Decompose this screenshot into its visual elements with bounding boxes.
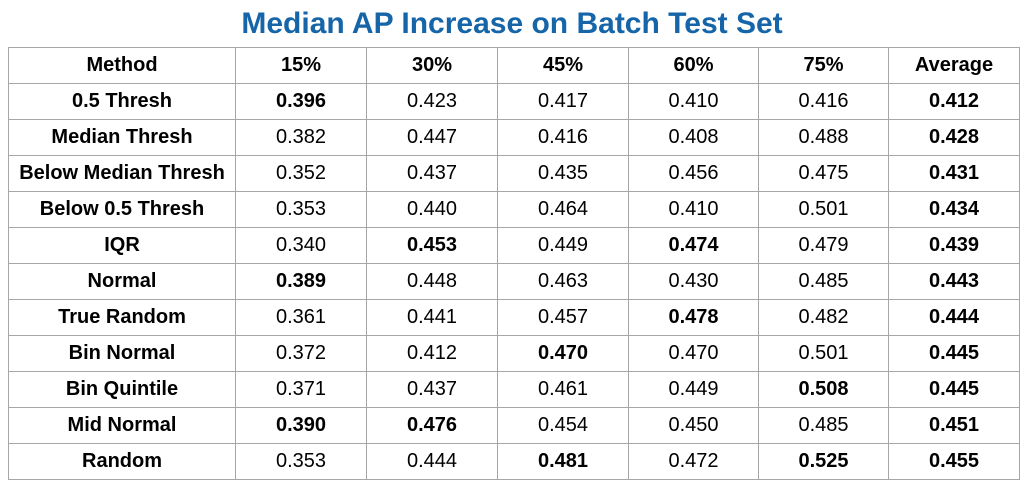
value-cell: 0.390 — [235, 407, 367, 444]
value-cell: 0.449 — [628, 371, 759, 408]
value-cell: 0.461 — [497, 371, 629, 408]
value-cell: 0.372 — [235, 335, 367, 372]
value-cell: 0.472 — [628, 443, 759, 480]
value-cell: 0.474 — [628, 227, 759, 264]
average-cell: 0.439 — [888, 227, 1020, 264]
value-cell: 0.412 — [366, 335, 498, 372]
average-cell: 0.434 — [888, 191, 1020, 228]
value-cell: 0.437 — [366, 155, 498, 192]
value-cell: 0.464 — [497, 191, 629, 228]
average-cell: 0.445 — [888, 371, 1020, 408]
value-cell: 0.361 — [235, 299, 367, 336]
header-15: 15% — [235, 47, 367, 84]
table-row: IQR 0.340 0.453 0.449 0.474 0.479 0.439 — [8, 227, 1020, 264]
table-row: Bin Normal 0.372 0.412 0.470 0.470 0.501 0.445 — [8, 335, 1020, 372]
results-table: Method 15% 30% 45% 60% 75% Average 0.5 T… — [8, 47, 1020, 480]
value-cell: 0.470 — [628, 335, 759, 372]
average-cell: 0.444 — [888, 299, 1020, 336]
header-30: 30% — [366, 47, 498, 84]
value-cell: 0.449 — [497, 227, 629, 264]
value-cell: 0.389 — [235, 263, 367, 300]
average-cell: 0.412 — [888, 83, 1020, 120]
average-cell: 0.428 — [888, 119, 1020, 156]
value-cell: 0.352 — [235, 155, 367, 192]
method-cell: Random — [8, 443, 236, 480]
value-cell: 0.440 — [366, 191, 498, 228]
header-average: Average — [888, 47, 1020, 84]
value-cell: 0.501 — [758, 191, 889, 228]
value-cell: 0.453 — [366, 227, 498, 264]
value-cell: 0.447 — [366, 119, 498, 156]
value-cell: 0.448 — [366, 263, 498, 300]
value-cell: 0.485 — [758, 407, 889, 444]
value-cell: 0.353 — [235, 191, 367, 228]
method-cell: Normal — [8, 263, 236, 300]
chart-title: Median AP Increase on Batch Test Set — [241, 7, 783, 40]
table-row: Below 0.5 Thresh 0.353 0.440 0.464 0.410 0.50… — [8, 191, 1020, 228]
average-cell: 0.445 — [888, 335, 1020, 372]
value-cell: 0.488 — [758, 119, 889, 156]
table-row: Bin Quintile 0.371 0.437 0.461 0.449 0.508 0.4… — [8, 371, 1020, 408]
average-cell: 0.451 — [888, 407, 1020, 444]
table-row: Normal 0.389 0.448 0.463 0.430 0.485 0.443 — [8, 263, 1020, 300]
value-cell: 0.396 — [235, 83, 367, 120]
table-row: Mid Normal 0.390 0.476 0.454 0.450 0.485 0.451 — [8, 407, 1020, 444]
value-cell: 0.410 — [628, 83, 759, 120]
method-cell: Mid Normal — [8, 407, 236, 444]
value-cell: 0.457 — [497, 299, 629, 336]
header-45: 45% — [497, 47, 629, 84]
value-cell: 0.430 — [628, 263, 759, 300]
method-cell: Bin Quintile — [8, 371, 236, 408]
method-cell: 0.5 Thresh — [8, 83, 236, 120]
average-cell: 0.443 — [888, 263, 1020, 300]
table-row: Median Thresh 0.382 0.447 0.416 0.408 0.488 0.… — [8, 119, 1020, 156]
value-cell: 0.463 — [497, 263, 629, 300]
value-cell: 0.423 — [366, 83, 498, 120]
value-cell: 0.371 — [235, 371, 367, 408]
header-60: 60% — [628, 47, 759, 84]
table-row: 0.5 Thresh 0.396 0.423 0.417 0.410 0.416 0.412 — [8, 83, 1020, 120]
value-cell: 0.470 — [497, 335, 629, 372]
header-method: Method — [8, 47, 236, 84]
value-cell: 0.353 — [235, 443, 367, 480]
method-cell: Below 0.5 Thresh — [8, 191, 236, 228]
table-row: Below Median Thresh 0.352 0.437 0.435 0.456 0… — [8, 155, 1020, 192]
value-cell: 0.417 — [497, 83, 629, 120]
value-cell: 0.475 — [758, 155, 889, 192]
value-cell: 0.525 — [758, 443, 889, 480]
value-cell: 0.435 — [497, 155, 629, 192]
value-cell: 0.437 — [366, 371, 498, 408]
method-cell: Below Median Thresh — [8, 155, 236, 192]
value-cell: 0.508 — [758, 371, 889, 408]
value-cell: 0.450 — [628, 407, 759, 444]
table-row: Random 0.353 0.444 0.481 0.472 0.525 0.455 — [8, 443, 1020, 480]
average-cell: 0.431 — [888, 155, 1020, 192]
value-cell: 0.482 — [758, 299, 889, 336]
value-cell: 0.444 — [366, 443, 498, 480]
method-cell: Median Thresh — [8, 119, 236, 156]
value-cell: 0.454 — [497, 407, 629, 444]
value-cell: 0.382 — [235, 119, 367, 156]
value-cell: 0.441 — [366, 299, 498, 336]
value-cell: 0.408 — [628, 119, 759, 156]
method-cell: Bin Normal — [8, 335, 236, 372]
header-row: Method 15% 30% 45% 60% 75% Average — [8, 47, 1020, 84]
value-cell: 0.416 — [758, 83, 889, 120]
value-cell: 0.485 — [758, 263, 889, 300]
value-cell: 0.410 — [628, 191, 759, 228]
value-cell: 0.340 — [235, 227, 367, 264]
value-cell: 0.481 — [497, 443, 629, 480]
value-cell: 0.456 — [628, 155, 759, 192]
method-cell: True Random — [8, 299, 236, 336]
value-cell: 0.479 — [758, 227, 889, 264]
table-row: True Random 0.361 0.441 0.457 0.478 0.482 0.44… — [8, 299, 1020, 336]
method-cell: IQR — [8, 227, 236, 264]
value-cell: 0.416 — [497, 119, 629, 156]
table-body: 0.5 Thresh 0.396 0.423 0.417 0.410 0.416 0.412… — [8, 83, 1020, 480]
value-cell: 0.478 — [628, 299, 759, 336]
value-cell: 0.476 — [366, 407, 498, 444]
header-75: 75% — [758, 47, 889, 84]
average-cell: 0.455 — [888, 443, 1020, 480]
value-cell: 0.501 — [758, 335, 889, 372]
